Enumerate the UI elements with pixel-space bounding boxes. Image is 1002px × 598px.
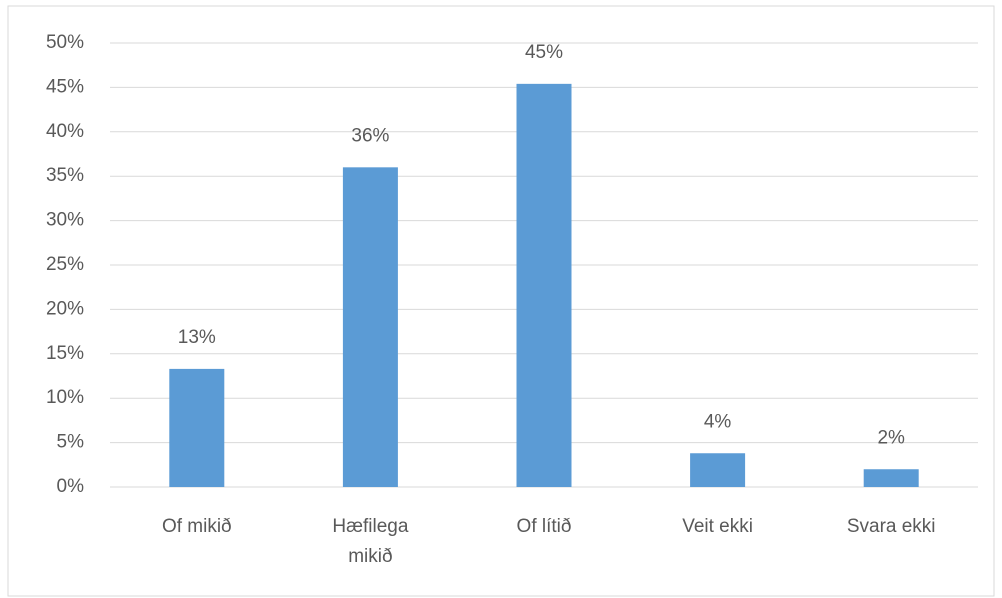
- x-tick-label: Svara ekki: [846, 516, 936, 537]
- x-tick-label: Of mikið: [161, 516, 232, 537]
- y-tick-label: 45%: [46, 76, 84, 97]
- y-tick-label: 5%: [57, 432, 85, 453]
- y-tick-label: 35%: [46, 165, 84, 186]
- bar: [516, 83, 572, 488]
- data-label: 2%: [877, 427, 905, 448]
- x-tick-label: Veit ekki: [682, 516, 753, 537]
- y-tick-label: 40%: [46, 121, 84, 142]
- bar: [342, 167, 398, 487]
- data-label: 36%: [351, 125, 389, 146]
- y-tick-label: 0%: [57, 476, 85, 497]
- y-tick-label: 30%: [46, 210, 84, 231]
- y-tick-label: 10%: [46, 387, 84, 408]
- chart-border: [7, 5, 995, 597]
- data-label: 4%: [704, 411, 732, 432]
- y-tick-label: 15%: [46, 343, 84, 364]
- data-label: 45%: [525, 42, 563, 63]
- bar: [690, 453, 746, 487]
- y-tick-label: 50%: [46, 32, 84, 53]
- y-tick-label: 25%: [46, 254, 84, 275]
- x-tick-label: Of lítið: [516, 516, 572, 537]
- bar: [863, 469, 919, 487]
- bar: [169, 368, 225, 487]
- data-label: 13%: [178, 327, 216, 348]
- x-tick-label: Hæfilega mikið: [332, 516, 409, 567]
- y-tick-label: 20%: [46, 298, 84, 319]
